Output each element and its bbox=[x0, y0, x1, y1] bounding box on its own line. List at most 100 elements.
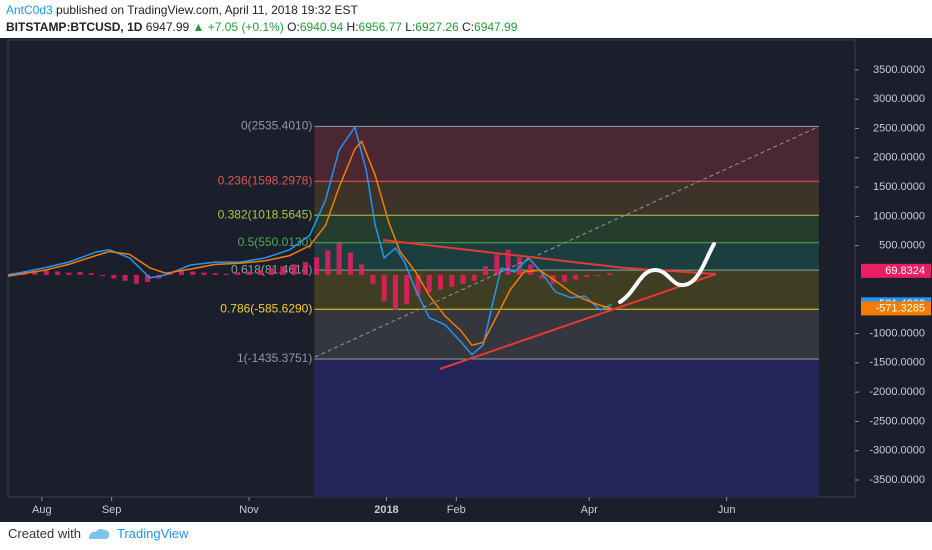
histogram-bar bbox=[516, 257, 522, 275]
ohlc-label: H: bbox=[346, 20, 359, 34]
histogram-bar bbox=[528, 264, 534, 275]
histogram-bar bbox=[325, 250, 331, 275]
histogram-bar bbox=[370, 274, 376, 284]
y-tick-label: -3500.0000 bbox=[869, 474, 925, 486]
histogram-bar bbox=[336, 243, 342, 275]
ohlc-value: 6940.94 bbox=[299, 20, 344, 34]
histogram-bar bbox=[471, 274, 477, 281]
fib-zone bbox=[314, 242, 819, 271]
ohlc-value: 6927.26 bbox=[415, 20, 459, 34]
triangle-lower bbox=[439, 273, 717, 370]
footer: Created with TradingView bbox=[8, 526, 189, 541]
dashed-trend-line bbox=[314, 126, 819, 358]
created-with: Created with bbox=[8, 526, 81, 541]
histogram-bar bbox=[201, 272, 207, 275]
histogram-bar bbox=[347, 252, 353, 275]
x-tick-label: Aug bbox=[32, 504, 52, 516]
logo bbox=[88, 528, 110, 539]
brand[interactable]: TradingView bbox=[116, 526, 189, 541]
histogram-bar bbox=[269, 267, 275, 275]
fib-label: 0.236(1598.2978) bbox=[218, 173, 313, 187]
histogram-bar bbox=[111, 274, 117, 279]
histogram-bar bbox=[381, 274, 387, 302]
author[interactable]: AntC0d3 bbox=[6, 3, 53, 17]
y-tick-label: 2000.0000 bbox=[873, 152, 925, 164]
x-tick-label: Apr bbox=[581, 504, 598, 516]
series-line bbox=[7, 139, 612, 347]
y-tick-label: -2000.0000 bbox=[869, 386, 925, 398]
histogram-bar bbox=[505, 249, 511, 275]
ohlc-value: 6956.77 bbox=[358, 20, 402, 34]
published: published on TradingView.com, April 11, … bbox=[56, 3, 358, 17]
histogram-bar bbox=[145, 274, 151, 282]
histogram-bar bbox=[100, 274, 106, 277]
ohlc-label: L: bbox=[405, 20, 416, 34]
fib-label: 1(-1435.3751) bbox=[237, 351, 312, 365]
x-tick-label: Jun bbox=[718, 504, 736, 516]
chart: 0(2535.4010) 0.236(1598.2978) 0.382(1018.5… bbox=[0, 38, 932, 522]
histogram-bar bbox=[483, 266, 489, 275]
x-tick-label: Nov bbox=[239, 504, 259, 516]
histogram-bar bbox=[77, 272, 83, 275]
fib-label: 0.5(550.0130) bbox=[238, 235, 313, 249]
histogram-bar bbox=[404, 274, 410, 305]
histogram-bar bbox=[280, 266, 286, 275]
histogram-bar bbox=[88, 273, 94, 275]
histogram-bar bbox=[426, 274, 432, 293]
histogram-bar bbox=[606, 273, 612, 275]
x-tick-label: Feb bbox=[447, 504, 466, 516]
fib-zone bbox=[314, 126, 819, 182]
triangle-upper bbox=[382, 239, 626, 269]
histogram-bar bbox=[66, 272, 72, 275]
y-tick-label: 500.0000 bbox=[879, 240, 925, 252]
y-tick-label: 3000.0000 bbox=[873, 93, 925, 105]
fib-zone bbox=[314, 215, 819, 243]
histogram-bar bbox=[55, 271, 61, 275]
symbol: BITSTAMP:BTCUSD, 1D bbox=[6, 20, 143, 34]
y-tick-label: -2500.0000 bbox=[869, 415, 925, 427]
y-tick-label: -3000.0000 bbox=[869, 445, 925, 457]
histogram-bar bbox=[190, 271, 196, 275]
histogram-bar bbox=[122, 274, 128, 281]
histogram-bar bbox=[494, 254, 500, 275]
histogram-bar bbox=[257, 270, 263, 275]
y-tick-label: -1500.0000 bbox=[869, 357, 925, 369]
histogram-bar bbox=[291, 264, 297, 275]
last-value-tag bbox=[861, 263, 931, 278]
fib-zone bbox=[314, 309, 819, 360]
histogram-bar bbox=[223, 273, 230, 275]
histogram-bar bbox=[437, 274, 444, 290]
x-tick-label: Sep bbox=[102, 504, 122, 516]
fib-zone bbox=[314, 181, 819, 216]
ohlc-label: C: bbox=[462, 20, 475, 34]
fib-label: 0.382(1018.5645) bbox=[218, 207, 313, 221]
histogram-bar bbox=[595, 274, 601, 277]
histogram-bar bbox=[43, 270, 49, 275]
histogram-bar bbox=[133, 274, 139, 284]
header: AntC0d3 published on TradingView.com, Ap… bbox=[6, 2, 517, 36]
histogram-bar bbox=[392, 274, 398, 311]
histogram-bar bbox=[584, 274, 590, 278]
change: ▲ +7.05 (+0.1%) bbox=[192, 20, 284, 34]
histogram-bar bbox=[359, 264, 365, 275]
ohlc-label: O: bbox=[287, 20, 300, 34]
histogram-bar bbox=[314, 257, 320, 275]
axes: 3500.0000 3000.0000 2500.0000 2000.0000 1500… bbox=[32, 40, 931, 516]
y-tick-label: 3500.0000 bbox=[873, 64, 925, 76]
y-tick-label: 2500.0000 bbox=[873, 122, 925, 134]
fib-layer: 0(2535.4010) 0.236(1598.2978) 0.382(1018.5… bbox=[218, 119, 819, 497]
last-value-tag bbox=[861, 301, 931, 316]
data-layer bbox=[7, 125, 613, 356]
histogram-bar bbox=[235, 272, 241, 275]
fib-zone bbox=[314, 359, 819, 497]
histogram-bar bbox=[539, 274, 545, 279]
ohlc: O:6940.94 H:6956.77 L:6927.26 C:6947.99 bbox=[287, 20, 517, 34]
x-tick-label: 2018 bbox=[374, 504, 398, 516]
ohlc-value: 6947.99 bbox=[474, 20, 518, 34]
y-tick-label: 1000.0000 bbox=[873, 210, 925, 222]
histogram-bar bbox=[212, 273, 218, 275]
histogram-bar bbox=[246, 271, 252, 275]
histogram-bar bbox=[449, 274, 455, 287]
fib-label: 0(2535.4010) bbox=[241, 119, 312, 133]
